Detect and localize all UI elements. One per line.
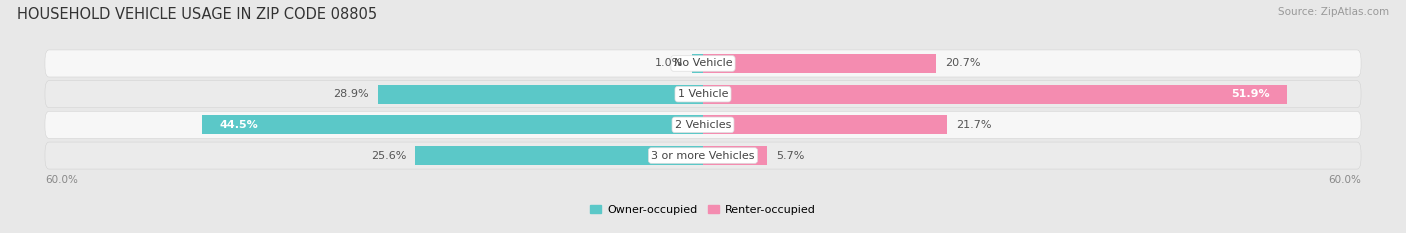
Bar xyxy=(703,85,1286,104)
Bar xyxy=(378,85,703,104)
Text: Source: ZipAtlas.com: Source: ZipAtlas.com xyxy=(1278,7,1389,17)
Text: 2 Vehicles: 2 Vehicles xyxy=(675,120,731,130)
Text: 60.0%: 60.0% xyxy=(1329,175,1361,185)
Text: 28.9%: 28.9% xyxy=(333,89,368,99)
FancyBboxPatch shape xyxy=(45,50,1361,77)
Bar xyxy=(703,54,936,73)
Text: 25.6%: 25.6% xyxy=(371,151,406,161)
Text: 20.7%: 20.7% xyxy=(945,58,980,69)
FancyBboxPatch shape xyxy=(45,142,1361,169)
Text: 44.5%: 44.5% xyxy=(219,120,259,130)
Text: 5.7%: 5.7% xyxy=(776,151,804,161)
Bar xyxy=(202,115,703,134)
Text: 60.0%: 60.0% xyxy=(45,175,77,185)
Text: No Vehicle: No Vehicle xyxy=(673,58,733,69)
FancyBboxPatch shape xyxy=(45,111,1361,138)
FancyBboxPatch shape xyxy=(45,81,1361,108)
Bar xyxy=(415,146,703,165)
Text: HOUSEHOLD VEHICLE USAGE IN ZIP CODE 08805: HOUSEHOLD VEHICLE USAGE IN ZIP CODE 0880… xyxy=(17,7,377,22)
Bar xyxy=(703,115,948,134)
Text: 51.9%: 51.9% xyxy=(1232,89,1270,99)
Bar xyxy=(692,54,703,73)
Text: 1 Vehicle: 1 Vehicle xyxy=(678,89,728,99)
Text: 1.0%: 1.0% xyxy=(655,58,683,69)
Text: 3 or more Vehicles: 3 or more Vehicles xyxy=(651,151,755,161)
Legend: Owner-occupied, Renter-occupied: Owner-occupied, Renter-occupied xyxy=(591,205,815,215)
Text: 21.7%: 21.7% xyxy=(956,120,991,130)
Bar xyxy=(703,146,768,165)
